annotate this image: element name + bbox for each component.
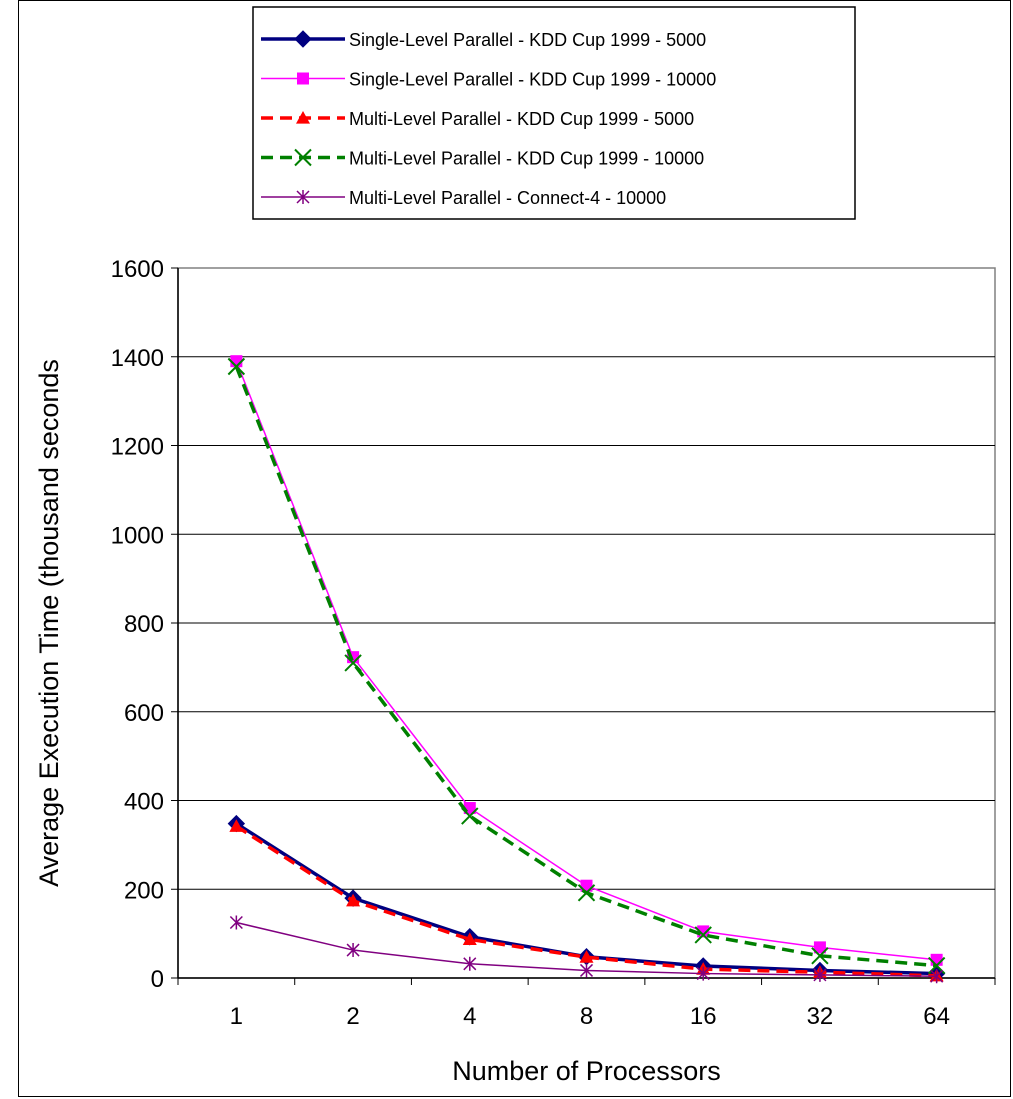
legend-item: Multi-Level Parallel - KDD Cup 1999 - 50…: [261, 109, 694, 129]
x-tick-label: 32: [807, 1003, 834, 1030]
gridlines: [177, 268, 995, 979]
y-tick-label: 1600: [111, 256, 164, 283]
data-point: [577, 884, 596, 902]
x-axis-ticks: 1 2 4 8 16 32 64: [177, 978, 996, 1030]
legend-swatch-marker: [297, 72, 309, 85]
legend-swatch-marker: [296, 190, 310, 204]
y-tick-label: 1200: [111, 434, 164, 461]
x-tick-label: 2: [346, 1003, 359, 1030]
legend-label: Multi-Level Parallel - Connect-4 - 10000: [349, 188, 666, 208]
x-tick-label: 8: [580, 1003, 593, 1030]
x-tick-label: 1: [230, 1003, 243, 1030]
y-tick-label: 600: [124, 700, 164, 727]
y-axis-title: Average Execution Time (thousand seconds: [34, 359, 64, 887]
data-point: [346, 943, 360, 958]
data-point: [579, 963, 594, 978]
data-point: [930, 969, 944, 984]
legend-item: Single-Level Parallel - KDD Cup 1999 - 1…: [261, 70, 716, 90]
y-tick-label: 1400: [111, 345, 164, 372]
data-point: [579, 950, 594, 963]
data-point: [813, 967, 827, 982]
legend-item: Multi-Level Parallel - KDD Cup 1999 - 10…: [261, 149, 704, 169]
series-5: [229, 915, 944, 984]
y-tick-label: 0: [151, 966, 164, 993]
data-point: [694, 926, 712, 944]
data-point: [344, 654, 362, 672]
data-point: [813, 941, 826, 954]
legend: Single-Level Parallel - KDD Cup 1999 - 5…: [252, 6, 856, 220]
y-tick-label: 400: [124, 789, 164, 816]
data-point: [229, 915, 243, 930]
data-point: [696, 966, 710, 981]
data-point: [227, 357, 246, 376]
legend-label: Single-Level Parallel - KDD Cup 1999 - 1…: [349, 70, 716, 90]
legend-swatch-marker: [294, 148, 312, 167]
y-tick-label: 800: [124, 611, 164, 638]
x-tick-label: 16: [690, 1003, 717, 1030]
y-tick-label: 1000: [111, 522, 164, 549]
legend-swatch-marker: [294, 30, 312, 48]
series-group: [227, 355, 946, 984]
series-4: [227, 357, 946, 975]
y-axis-ticks: 0 200 400 600 800 1000 1200 1400 1600: [111, 256, 178, 993]
data-point: [462, 932, 477, 945]
x-tick-label: 64: [923, 1003, 950, 1030]
data-point: [461, 807, 479, 825]
legend-box: [252, 6, 856, 220]
data-point: [463, 956, 477, 971]
legend-swatch-marker: [296, 111, 310, 124]
legend-label: Multi-Level Parallel - KDD Cup 1999 - 50…: [349, 109, 694, 129]
data-point: [811, 947, 829, 965]
x-tick-label: 4: [463, 1003, 476, 1030]
data-point: [229, 819, 244, 832]
x-axis-title: Number of Processors: [452, 1056, 721, 1086]
legend-item: Single-Level Parallel - KDD Cup 1999 - 5…: [261, 30, 706, 50]
legend-label: Single-Level Parallel - KDD Cup 1999 - 5…: [349, 30, 706, 50]
legend-item: Multi-Level Parallel - Connect-4 - 10000: [261, 188, 666, 208]
y-tick-label: 200: [124, 877, 164, 904]
legend-label: Multi-Level Parallel - KDD Cup 1999 - 10…: [349, 149, 704, 169]
data-point: [346, 893, 361, 907]
